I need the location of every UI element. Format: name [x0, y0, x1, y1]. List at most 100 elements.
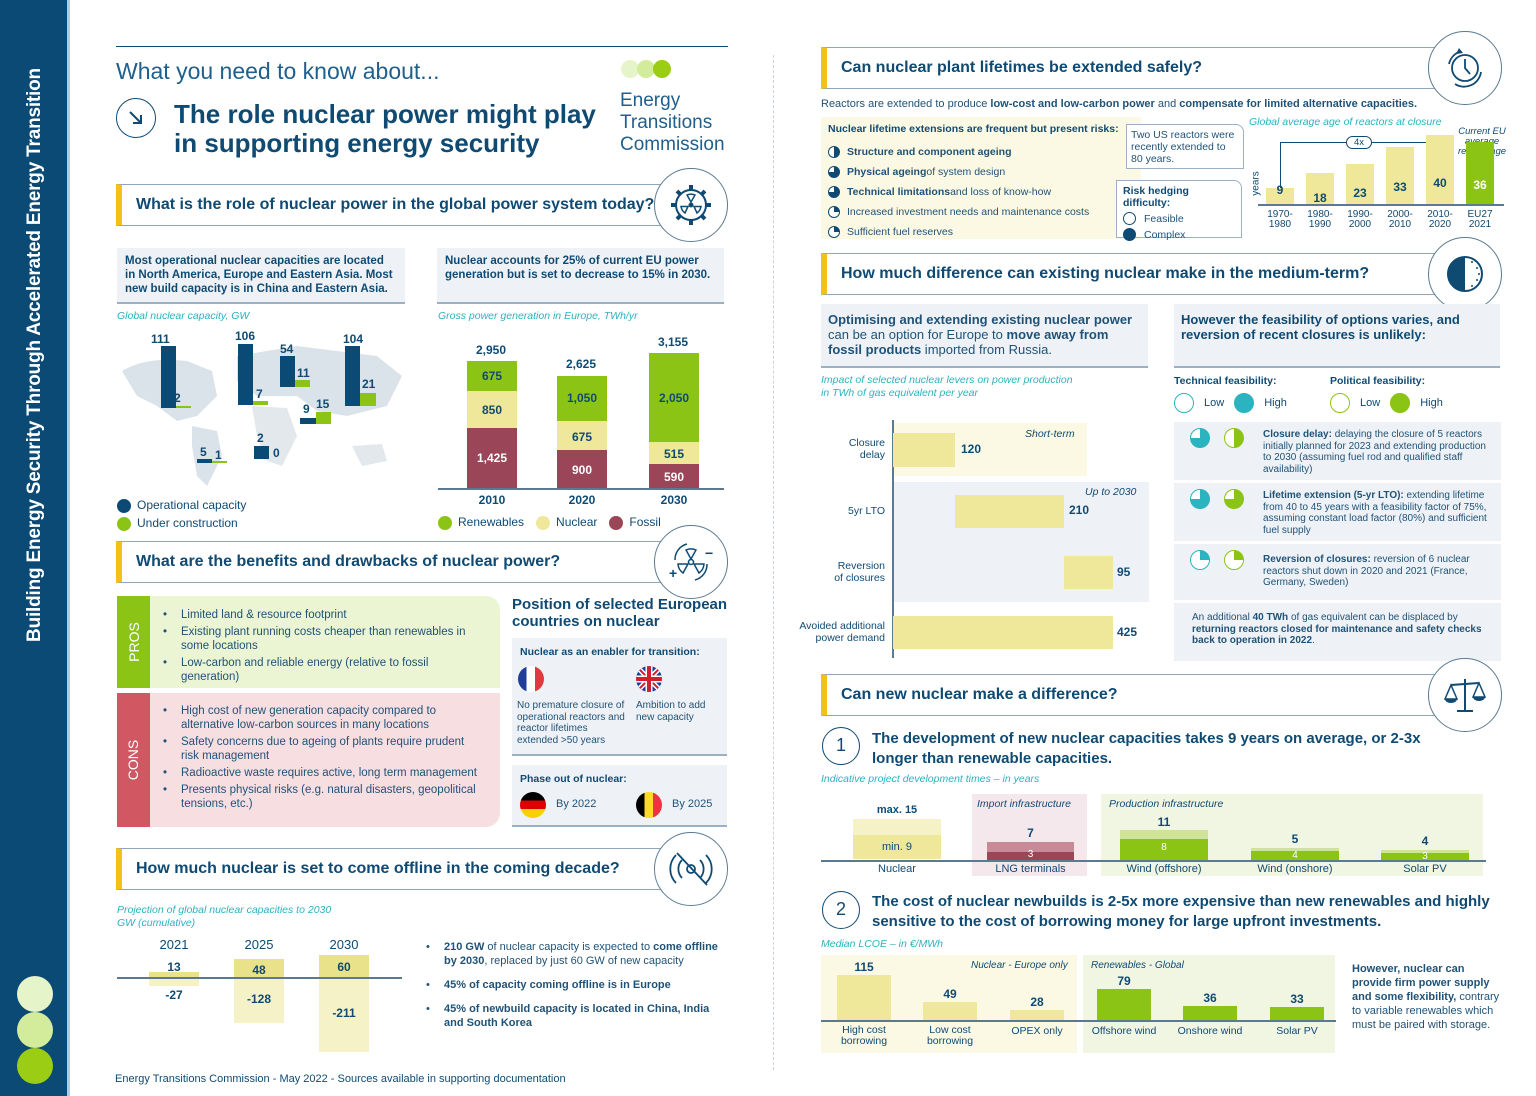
- page-title: The role nuclear power might play in supp…: [174, 99, 596, 158]
- pros-label: PROS: [125, 622, 142, 662]
- chart-caption: Gross power generation in Europe, TWh/yr: [438, 310, 638, 322]
- chart-caption: Indicative project development times – i…: [821, 773, 1040, 785]
- offline-bullets: 210 GW of nuclear capacity is expected t…: [418, 940, 728, 1033]
- offline-bullet: 45% of capacity coming offline is in Eur…: [418, 978, 728, 992]
- technical-feasibility-title: Technical feasibility:: [1174, 375, 1277, 387]
- section-header-new-nuclear: Can new nuclear make a difference?: [821, 674, 1439, 716]
- empty-circle-icon: [1123, 212, 1136, 225]
- info-box-optimising: Optimising and extending existing nuclea…: [821, 304, 1148, 368]
- political-feasibility-pie-icon: [1224, 428, 1244, 448]
- chart-caption: Median LCOE – in €/MWh: [821, 938, 943, 950]
- section-header-role: What is the role of nuclear power in the…: [116, 184, 676, 226]
- axis-label: years: [1250, 171, 1262, 196]
- page-divider: [773, 55, 774, 1070]
- chart-caption: Impact of selected nuclear levers on pow…: [821, 374, 1073, 399]
- chart-caption: Global nuclear capacity, GW: [117, 310, 250, 322]
- low-circle-icon: [1330, 393, 1350, 413]
- brand-dot-icon: [17, 1048, 53, 1084]
- offline-bullet: 45% of newbuild capacity is located in C…: [418, 1002, 728, 1030]
- pros-item: Low-carbon and reliable energy (relative…: [155, 656, 485, 684]
- legend-operational: Operational capacity: [117, 498, 246, 513]
- germany-flag-icon: [520, 792, 546, 818]
- uk-text: Ambition to add new capacity: [636, 700, 706, 723]
- cons-item: Radioactive waste requires active, long …: [155, 766, 485, 780]
- brand-dot-icon: [17, 976, 53, 1012]
- risk-item: Technical limitations and loss of know-h…: [828, 182, 1089, 202]
- germany-text: By 2022: [556, 798, 597, 810]
- phaseout-box: Phase out of nuclear: By 2022 By 2025: [512, 765, 727, 827]
- high-circle-icon: [1390, 393, 1411, 413]
- pros-item: Existing plant running costs cheaper tha…: [155, 625, 485, 653]
- lever-label: Reversion of closures: [834, 560, 885, 584]
- us-reactors-callout: Two US reactors were recently extended t…: [1126, 124, 1244, 169]
- multiplier-badge: 4x: [1346, 136, 1372, 149]
- hedge-title: Risk hedging difficulty:: [1123, 185, 1189, 209]
- risk-item: Physical ageing of system design: [828, 162, 1089, 182]
- kicker: What you need to know about...: [116, 58, 440, 84]
- generation-legend: Renewables Nuclear Fossil: [438, 515, 661, 530]
- pros-box: PROS Limited land & resource footprint E…: [117, 596, 500, 688]
- radiation-cycle-icon: + −: [654, 525, 728, 599]
- offline-bullet: 210 GW of nuclear capacity is expected t…: [418, 940, 728, 968]
- cons-label: CONS: [125, 739, 142, 781]
- radiation-gear-icon: [654, 168, 728, 242]
- france-text: No premature closure of operational reac…: [517, 700, 625, 746]
- option-reversion-closures: Reversion of closures: reversion of 6 nu…: [1174, 544, 1501, 600]
- political-feasibility-pie-icon: [1224, 489, 1244, 509]
- lever-label: 5yr LTO: [848, 505, 885, 517]
- france-flag-icon: [518, 666, 544, 692]
- risk-item: Increased investment needs and maintenan…: [828, 202, 1089, 222]
- reactor-age-chart: years 4x Current EU average reactor age …: [1244, 127, 1508, 235]
- political-feasibility-title: Political feasibility:: [1330, 375, 1426, 387]
- section-header-lifetimes: Can nuclear plant lifetimes be extended …: [821, 47, 1439, 89]
- info-box-generation: Nuclear accounts for 25% of current EU p…: [437, 248, 724, 304]
- generation-stacked-chart: 2,950 675 850 1,425 2,625 1,050 675 900 …: [438, 330, 728, 510]
- low-circle-icon: [1174, 393, 1194, 413]
- point2-text: The cost of nuclear newbuilds is 2-5x mo…: [872, 893, 1490, 930]
- point1-text: The development of new nuclear capacitie…: [872, 730, 1421, 767]
- pros-item: Limited land & resource footprint: [155, 608, 485, 622]
- political-legend: Low High: [1330, 393, 1443, 413]
- world-capacity-map: 111 2 106 7 54 11 104 21 9 15 2 0 5 1: [117, 326, 407, 496]
- nuclear-group-label: Nuclear - Europe only: [971, 960, 1068, 971]
- legend-dot-icon: [609, 515, 624, 530]
- offline-projection-chart: 2021 2025 2030 13 -27 48 -128 60 -211: [117, 935, 407, 1060]
- firm-power-note: However, nuclear can provide firm power …: [1352, 963, 1500, 1031]
- signal-off-icon: [654, 832, 728, 906]
- brand-name: Energy Transitions Commission: [620, 90, 725, 155]
- production-infrastructure-label: Production infrastructure: [1109, 798, 1224, 810]
- political-feasibility-pie-icon: [1224, 550, 1244, 570]
- legend-dot-icon: [117, 498, 131, 513]
- clock-cycle-icon: [1428, 31, 1502, 105]
- point-number: 1: [822, 727, 860, 765]
- brand-dot-icon: [17, 1012, 53, 1048]
- section-header-medium-term: How much difference can existing nuclear…: [821, 253, 1439, 295]
- enabler-title: Nuclear as an enabler for transition:: [520, 646, 700, 658]
- enabler-box: Nuclear as an enabler for transition: No…: [512, 638, 727, 756]
- section-header-benefits: What are the benefits and drawbacks of n…: [116, 541, 676, 583]
- high-circle-icon: [1234, 393, 1255, 413]
- renewables-group-label: Renewables - Global: [1091, 960, 1184, 971]
- lifetime-intro: Reactors are extended to produce low-cos…: [821, 98, 1418, 110]
- risks-title: Nuclear lifetime extensions are frequent…: [828, 123, 1119, 135]
- cons-box: CONS High cost of new generation capacit…: [117, 693, 500, 827]
- option-lifetime-extension: Lifetime extension (5-yr LTO): extending…: [1174, 483, 1501, 541]
- three-quarter-pie-icon: [828, 186, 840, 198]
- quarter-pie-icon: [828, 226, 840, 238]
- quarter-pie-icon: [828, 206, 840, 218]
- import-infrastructure-label: Import infrastructure: [977, 798, 1071, 810]
- lcoe-chart: Nuclear - Europe only Renewables - Globa…: [821, 955, 1336, 1053]
- info-box-feasibility: However the feasibility of options varie…: [1174, 304, 1500, 368]
- hedge-legend: Risk hedging difficulty: Feasible Comple…: [1116, 180, 1242, 241]
- sidebar-title: Building Energy Security Through Acceler…: [24, 68, 45, 642]
- risk-item: Structure and component ageing: [828, 142, 1089, 162]
- levers-waterfall-chart: Short-term Up to 2030 120 210 95 425 Clo…: [785, 420, 1155, 660]
- lever-label: Avoided additional power demand: [799, 620, 885, 644]
- arrow-down-right-icon: [116, 98, 156, 138]
- three-quarter-pie-icon: [828, 166, 840, 178]
- footer: Energy Transitions Commission - May 2022…: [115, 1073, 566, 1085]
- svg-text:+: +: [669, 565, 677, 581]
- half-clock-icon: [1428, 237, 1502, 311]
- chart-caption: Projection of global nuclear capacities …: [117, 904, 332, 929]
- cons-list: High cost of new generation capacity com…: [155, 704, 485, 814]
